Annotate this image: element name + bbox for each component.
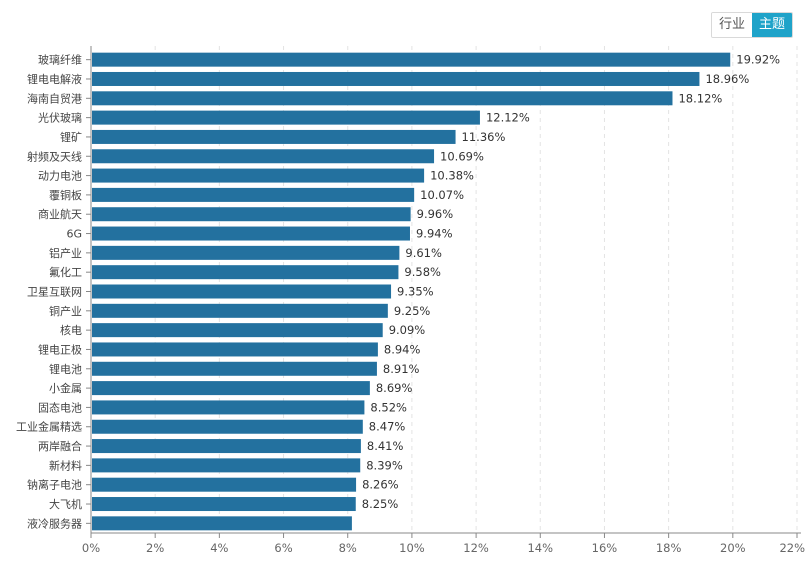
x-tick-label: 16% xyxy=(592,541,618,555)
value-label: 19.92% xyxy=(736,53,780,67)
bar xyxy=(92,323,383,338)
value-label: 10.07% xyxy=(420,188,464,202)
bar xyxy=(92,52,731,67)
bar xyxy=(92,284,392,299)
x-tick-label: 6% xyxy=(274,541,292,555)
x-tick-label: 20% xyxy=(720,541,746,555)
x-tick-label: 18% xyxy=(656,541,682,555)
category-label: 海南自贸港 xyxy=(27,91,82,105)
value-label: 9.58% xyxy=(404,265,441,279)
bar xyxy=(92,207,411,222)
x-tick-label: 14% xyxy=(527,541,553,555)
value-label: 11.36% xyxy=(462,130,506,144)
category-label: 锂电电解液 xyxy=(27,72,82,86)
value-label: 9.96% xyxy=(417,207,454,221)
value-label: 8.52% xyxy=(370,400,407,414)
value-label: 18.12% xyxy=(678,91,722,105)
category-label: 大飞机 xyxy=(49,497,82,511)
industry-theme-toggle[interactable]: 行业 主题 xyxy=(711,12,794,38)
value-label: 8.69% xyxy=(376,381,413,395)
x-tick-label: 4% xyxy=(210,541,228,555)
axes: 0% 2% 4% 6% 8% 10% 12% 14% 16% 18% 20% 22% 玻璃纤维锂电电解液… xyxy=(16,46,805,555)
bar xyxy=(92,245,400,260)
value-label: 10.38% xyxy=(430,169,474,183)
category-label: 光伏玻璃 xyxy=(38,111,82,125)
bar xyxy=(92,516,352,531)
value-label: 10.69% xyxy=(440,149,484,163)
bar xyxy=(92,187,415,202)
category-label: 两岸融合 xyxy=(38,439,82,453)
bar xyxy=(92,400,365,415)
value-label: 8.26% xyxy=(362,478,399,492)
value-label: 8.47% xyxy=(369,420,406,434)
value-label: 9.61% xyxy=(405,246,442,260)
bar xyxy=(92,458,361,473)
bar xyxy=(92,381,370,396)
category-label: 射频及天线 xyxy=(27,149,82,163)
value-label: 9.35% xyxy=(397,285,434,299)
category-label: 新材料 xyxy=(49,458,82,472)
category-label: 液冷服务器 xyxy=(27,516,82,530)
x-tick-label: 0% xyxy=(82,541,100,555)
category-label: 6G xyxy=(66,228,82,241)
category-label: 固态电池 xyxy=(38,401,82,414)
bar xyxy=(92,149,435,164)
category-label: 玻璃纤维 xyxy=(38,53,82,67)
bars: 19.92% 18.96% 18.12% 12.12% 11.36% 10.69% 10.3… xyxy=(92,52,780,531)
category-label: 锂电正极 xyxy=(38,342,82,356)
x-tick-label: 8% xyxy=(339,541,357,555)
category-label: 小金属 xyxy=(49,381,82,395)
bar xyxy=(92,110,480,125)
toggle-theme-button[interactable]: 主题 xyxy=(752,13,793,37)
category-label: 锂矿 xyxy=(60,130,82,144)
bar xyxy=(92,419,363,434)
toggle-industry-button[interactable]: 行业 xyxy=(712,13,753,37)
category-label: 商业航天 xyxy=(38,207,82,221)
value-label: 8.39% xyxy=(366,458,403,472)
value-label: 12.12% xyxy=(486,111,530,125)
category-label: 铝产业 xyxy=(49,246,82,260)
bar xyxy=(92,265,399,280)
category-label: 核电 xyxy=(60,323,82,337)
category-label: 钠离子电池 xyxy=(27,478,82,492)
category-label: 铜产业 xyxy=(49,304,82,318)
x-tick-label: 10% xyxy=(399,541,425,555)
category-label: 氟化工 xyxy=(49,265,82,279)
bar xyxy=(92,303,388,318)
bar xyxy=(92,497,356,512)
value-label: 18.96% xyxy=(705,72,749,86)
category-label: 工业金属精选 xyxy=(16,420,82,434)
category-label: 卫星互联网 xyxy=(27,286,82,299)
category-label: 覆铜板 xyxy=(49,188,82,202)
x-tick-label: 22% xyxy=(779,541,805,555)
value-label: 9.09% xyxy=(389,323,426,337)
bar xyxy=(92,361,377,376)
category-label: 动力电池 xyxy=(38,170,82,183)
bar xyxy=(92,71,700,86)
x-tick-label: 12% xyxy=(463,541,489,555)
bar xyxy=(92,226,410,241)
category-label: 锂电池 xyxy=(49,362,82,376)
bar xyxy=(92,439,361,454)
value-label: 9.94% xyxy=(416,227,453,241)
bar xyxy=(92,477,357,492)
value-label: 8.91% xyxy=(383,362,420,376)
value-label: 9.25% xyxy=(394,304,431,318)
bar xyxy=(92,91,673,106)
x-tick-label: 2% xyxy=(146,541,164,555)
value-label: 8.41% xyxy=(367,439,404,453)
bar xyxy=(92,129,456,144)
value-label: 8.25% xyxy=(362,497,399,511)
value-label: 8.94% xyxy=(384,342,421,356)
bar xyxy=(92,168,425,183)
bar xyxy=(92,342,378,357)
